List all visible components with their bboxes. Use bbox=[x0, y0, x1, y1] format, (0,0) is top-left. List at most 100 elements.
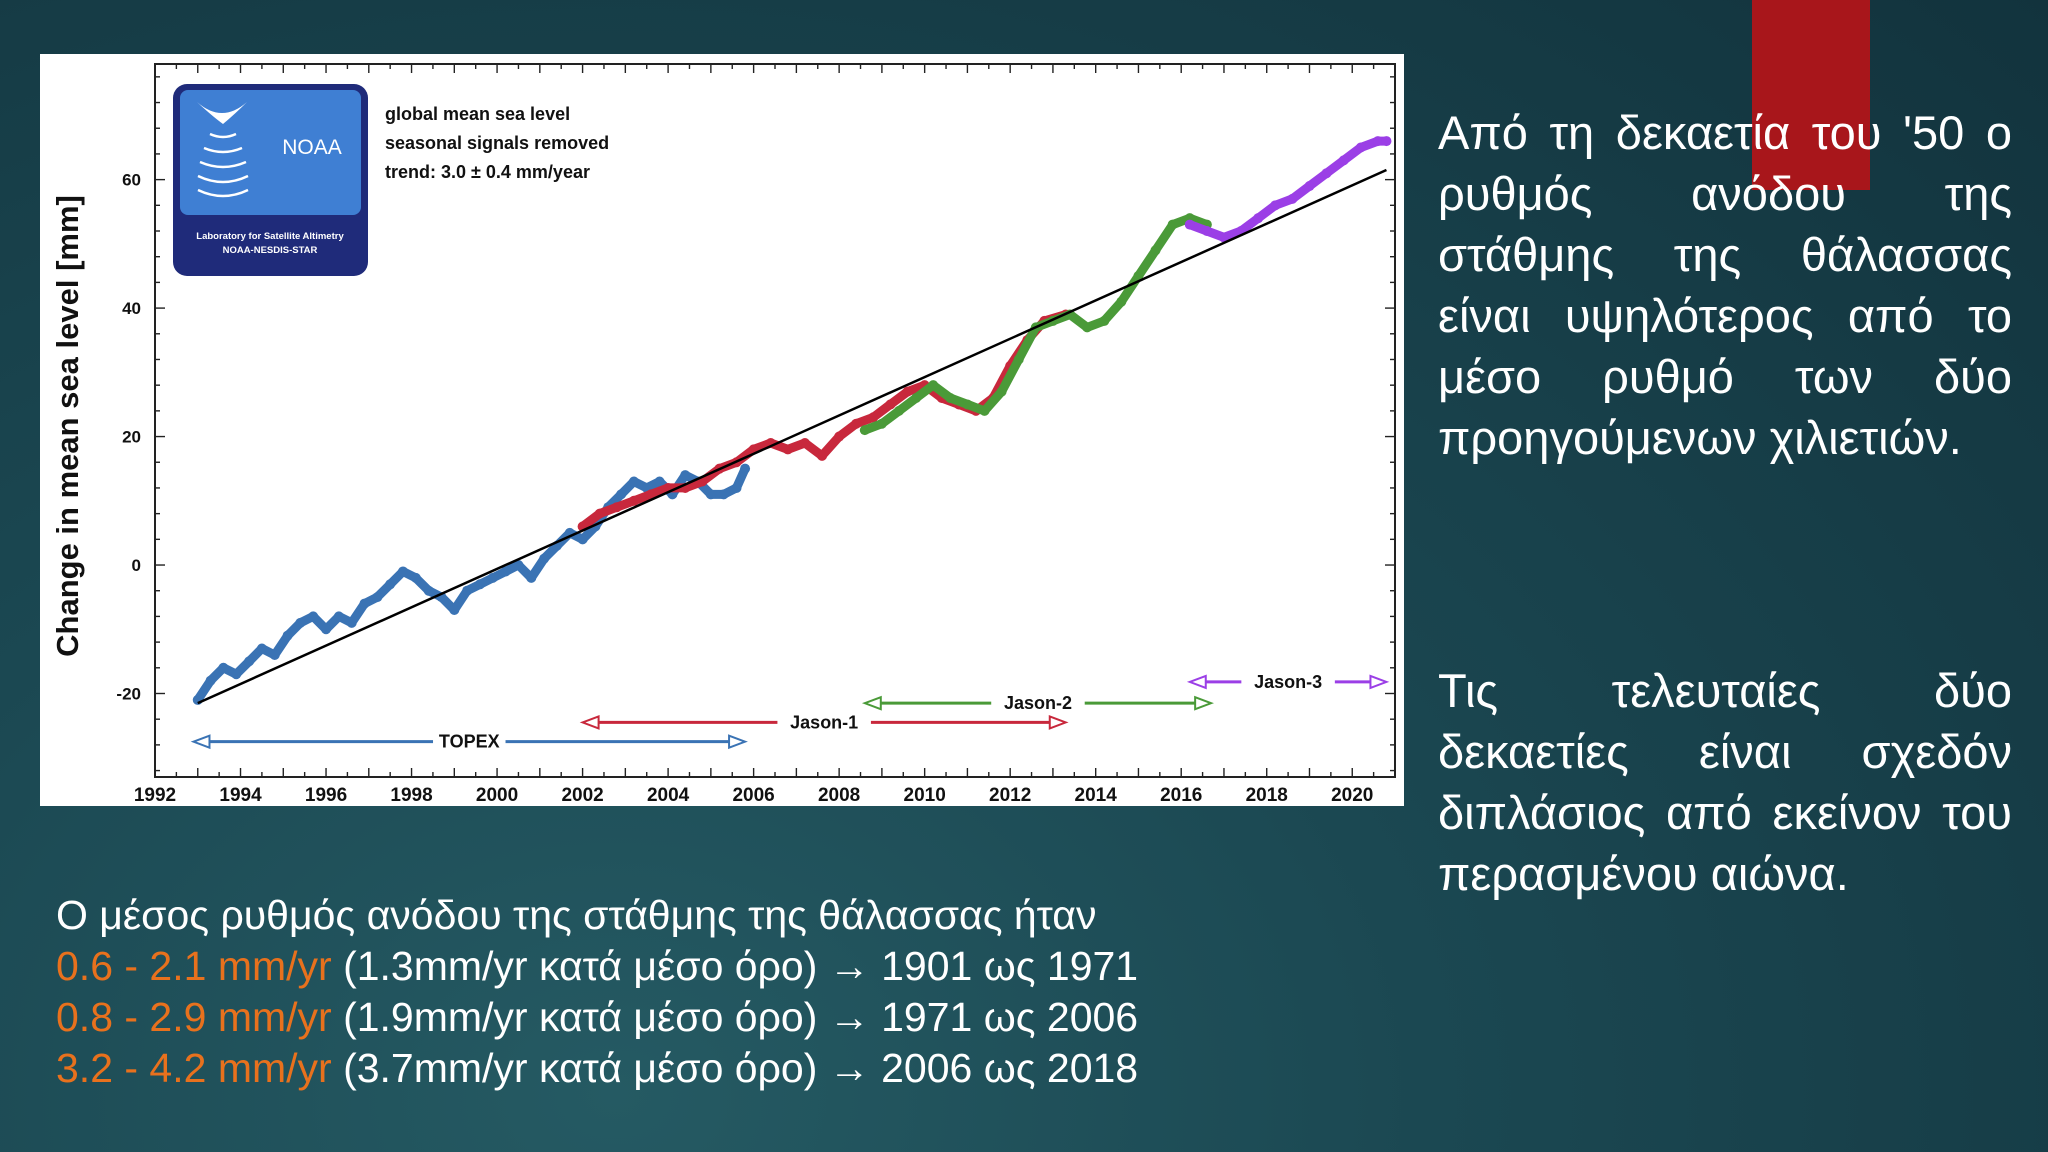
rate-row: 3.2 - 4.2 mm/yr (3.7mm/yr κατά μέσο όρο)… bbox=[56, 1043, 1138, 1094]
data-point bbox=[996, 386, 1007, 397]
legend-line-3: trend: 3.0 ± 0.4 mm/year bbox=[385, 162, 590, 182]
data-point bbox=[646, 489, 656, 500]
arrow-right-icon bbox=[1369, 674, 1390, 690]
mission-arrow-topex: TOPEX bbox=[190, 732, 748, 752]
data-point bbox=[308, 611, 319, 622]
data-point bbox=[731, 482, 742, 493]
data-point bbox=[1304, 181, 1315, 192]
data-point bbox=[979, 405, 990, 416]
data-point bbox=[876, 418, 887, 429]
data-point bbox=[902, 386, 913, 397]
data-point bbox=[1133, 270, 1144, 281]
x-tick-label: 1994 bbox=[219, 785, 262, 806]
series-line-jason-3 bbox=[1185, 136, 1391, 242]
data-point bbox=[244, 656, 255, 667]
x-tick-label: 2002 bbox=[561, 785, 603, 806]
data-point bbox=[1116, 296, 1127, 307]
arrow-right-icon bbox=[1048, 714, 1069, 730]
data-point bbox=[740, 463, 751, 474]
mission-label: Jason-3 bbox=[1254, 672, 1322, 692]
trend-line bbox=[197, 168, 1387, 705]
mission-label: TOPEX bbox=[439, 732, 500, 752]
data-point bbox=[851, 418, 862, 429]
data-point bbox=[372, 592, 383, 603]
data-point bbox=[269, 649, 280, 660]
series-layer bbox=[192, 136, 1392, 705]
x-tick-label: 2006 bbox=[732, 785, 774, 806]
x-tick-label: 2014 bbox=[1075, 785, 1118, 806]
data-point bbox=[218, 662, 229, 673]
noaa-logo: NOAA Laboratory for Satellite Altimetry … bbox=[173, 84, 368, 276]
data-point bbox=[628, 476, 639, 487]
paragraph-last-two-decades: Τις τελευταίες δύο δεκαετίες είναι σχεδό… bbox=[1438, 664, 2012, 900]
data-point bbox=[859, 425, 870, 436]
x-tick-label: 2008 bbox=[818, 785, 860, 806]
data-point bbox=[654, 476, 665, 487]
legend-line-1: global mean sea level bbox=[385, 104, 570, 124]
data-point bbox=[611, 502, 622, 513]
data-point bbox=[1082, 322, 1093, 333]
data-point bbox=[205, 675, 216, 686]
x-tick-label: 1998 bbox=[390, 785, 432, 806]
data-point bbox=[526, 572, 537, 583]
data-point bbox=[1253, 213, 1264, 224]
data-point bbox=[1013, 354, 1024, 365]
data-point bbox=[1372, 136, 1383, 147]
arrow-left-icon bbox=[861, 695, 882, 711]
data-point bbox=[1287, 193, 1298, 204]
rate-detail: (3.7mm/yr κατά μέσο όρο) → 2006 ως 2018 bbox=[331, 1045, 1139, 1091]
y-tick-label: 40 bbox=[122, 299, 141, 318]
data-point bbox=[321, 624, 332, 635]
accent-red-bar bbox=[1752, 0, 1870, 190]
y-tick-label: 60 bbox=[122, 171, 141, 190]
arrow-left-icon bbox=[579, 714, 600, 730]
data-point bbox=[231, 669, 242, 680]
data-point bbox=[799, 437, 810, 448]
legend-line-2: seasonal signals removed bbox=[385, 133, 609, 153]
sea-level-chart: 1992 1994 1996 1998 2000 2002 2004 2006 2008 2010… bbox=[40, 54, 1404, 806]
data-point bbox=[577, 534, 588, 545]
data-point bbox=[295, 617, 306, 628]
data-point bbox=[705, 489, 716, 500]
x-tick-label: 2018 bbox=[1246, 785, 1288, 806]
data-point bbox=[817, 450, 828, 461]
data-point bbox=[962, 399, 973, 410]
y-tick-label: 20 bbox=[122, 428, 141, 447]
mission-label: Jason-1 bbox=[790, 712, 858, 732]
x-tick-label: 2004 bbox=[647, 785, 690, 806]
data-point bbox=[449, 604, 460, 615]
x-tick-label: 2000 bbox=[476, 785, 518, 806]
data-point bbox=[885, 399, 896, 410]
data-point bbox=[1270, 200, 1281, 211]
data-point bbox=[487, 572, 498, 583]
data-point bbox=[1381, 136, 1392, 147]
arrow-left-icon bbox=[190, 734, 211, 750]
x-tick-label: 1996 bbox=[305, 785, 347, 806]
mission-label: Jason-2 bbox=[1004, 693, 1072, 713]
data-point bbox=[1099, 315, 1110, 326]
data-point bbox=[1321, 168, 1332, 179]
data-point bbox=[462, 585, 473, 596]
data-point bbox=[1167, 219, 1178, 230]
data-point bbox=[410, 572, 421, 583]
data-point bbox=[359, 598, 370, 609]
data-point bbox=[398, 566, 408, 577]
x-tick-label: 2010 bbox=[904, 785, 946, 806]
x-tick-label: 2020 bbox=[1331, 785, 1373, 806]
data-point bbox=[594, 508, 605, 519]
mission-arrow-jason-1: Jason-1 bbox=[579, 712, 1069, 732]
data-point bbox=[423, 585, 434, 596]
x-tick-label: 2012 bbox=[989, 785, 1031, 806]
rate-detail: (1.9mm/yr κατά μέσο όρο) → 1971 ως 2006 bbox=[331, 994, 1139, 1040]
arrow-right-icon bbox=[728, 734, 748, 750]
arrow-left-icon bbox=[1186, 674, 1207, 690]
y-tick-label: 0 bbox=[132, 556, 141, 575]
y-axis-label: Change in mean sea level [mm] bbox=[50, 195, 85, 657]
data-point bbox=[911, 393, 922, 404]
logo-name: NOAA bbox=[282, 136, 342, 159]
rate-detail: (1.3mm/yr κατά μέσο όρο) → 1901 ως 1971 bbox=[331, 943, 1139, 989]
paragraph-rate-since-50s: Από τη δεκαετία του '50 ο ρυθμός ανόδου … bbox=[1438, 106, 2012, 464]
rate-range: 0.6 - 2.1 mm/yr bbox=[56, 943, 332, 989]
rates-summary: Ο μέσος ρυθμός ανόδου της στάθμης της θά… bbox=[56, 890, 1138, 1094]
data-point bbox=[513, 560, 524, 571]
